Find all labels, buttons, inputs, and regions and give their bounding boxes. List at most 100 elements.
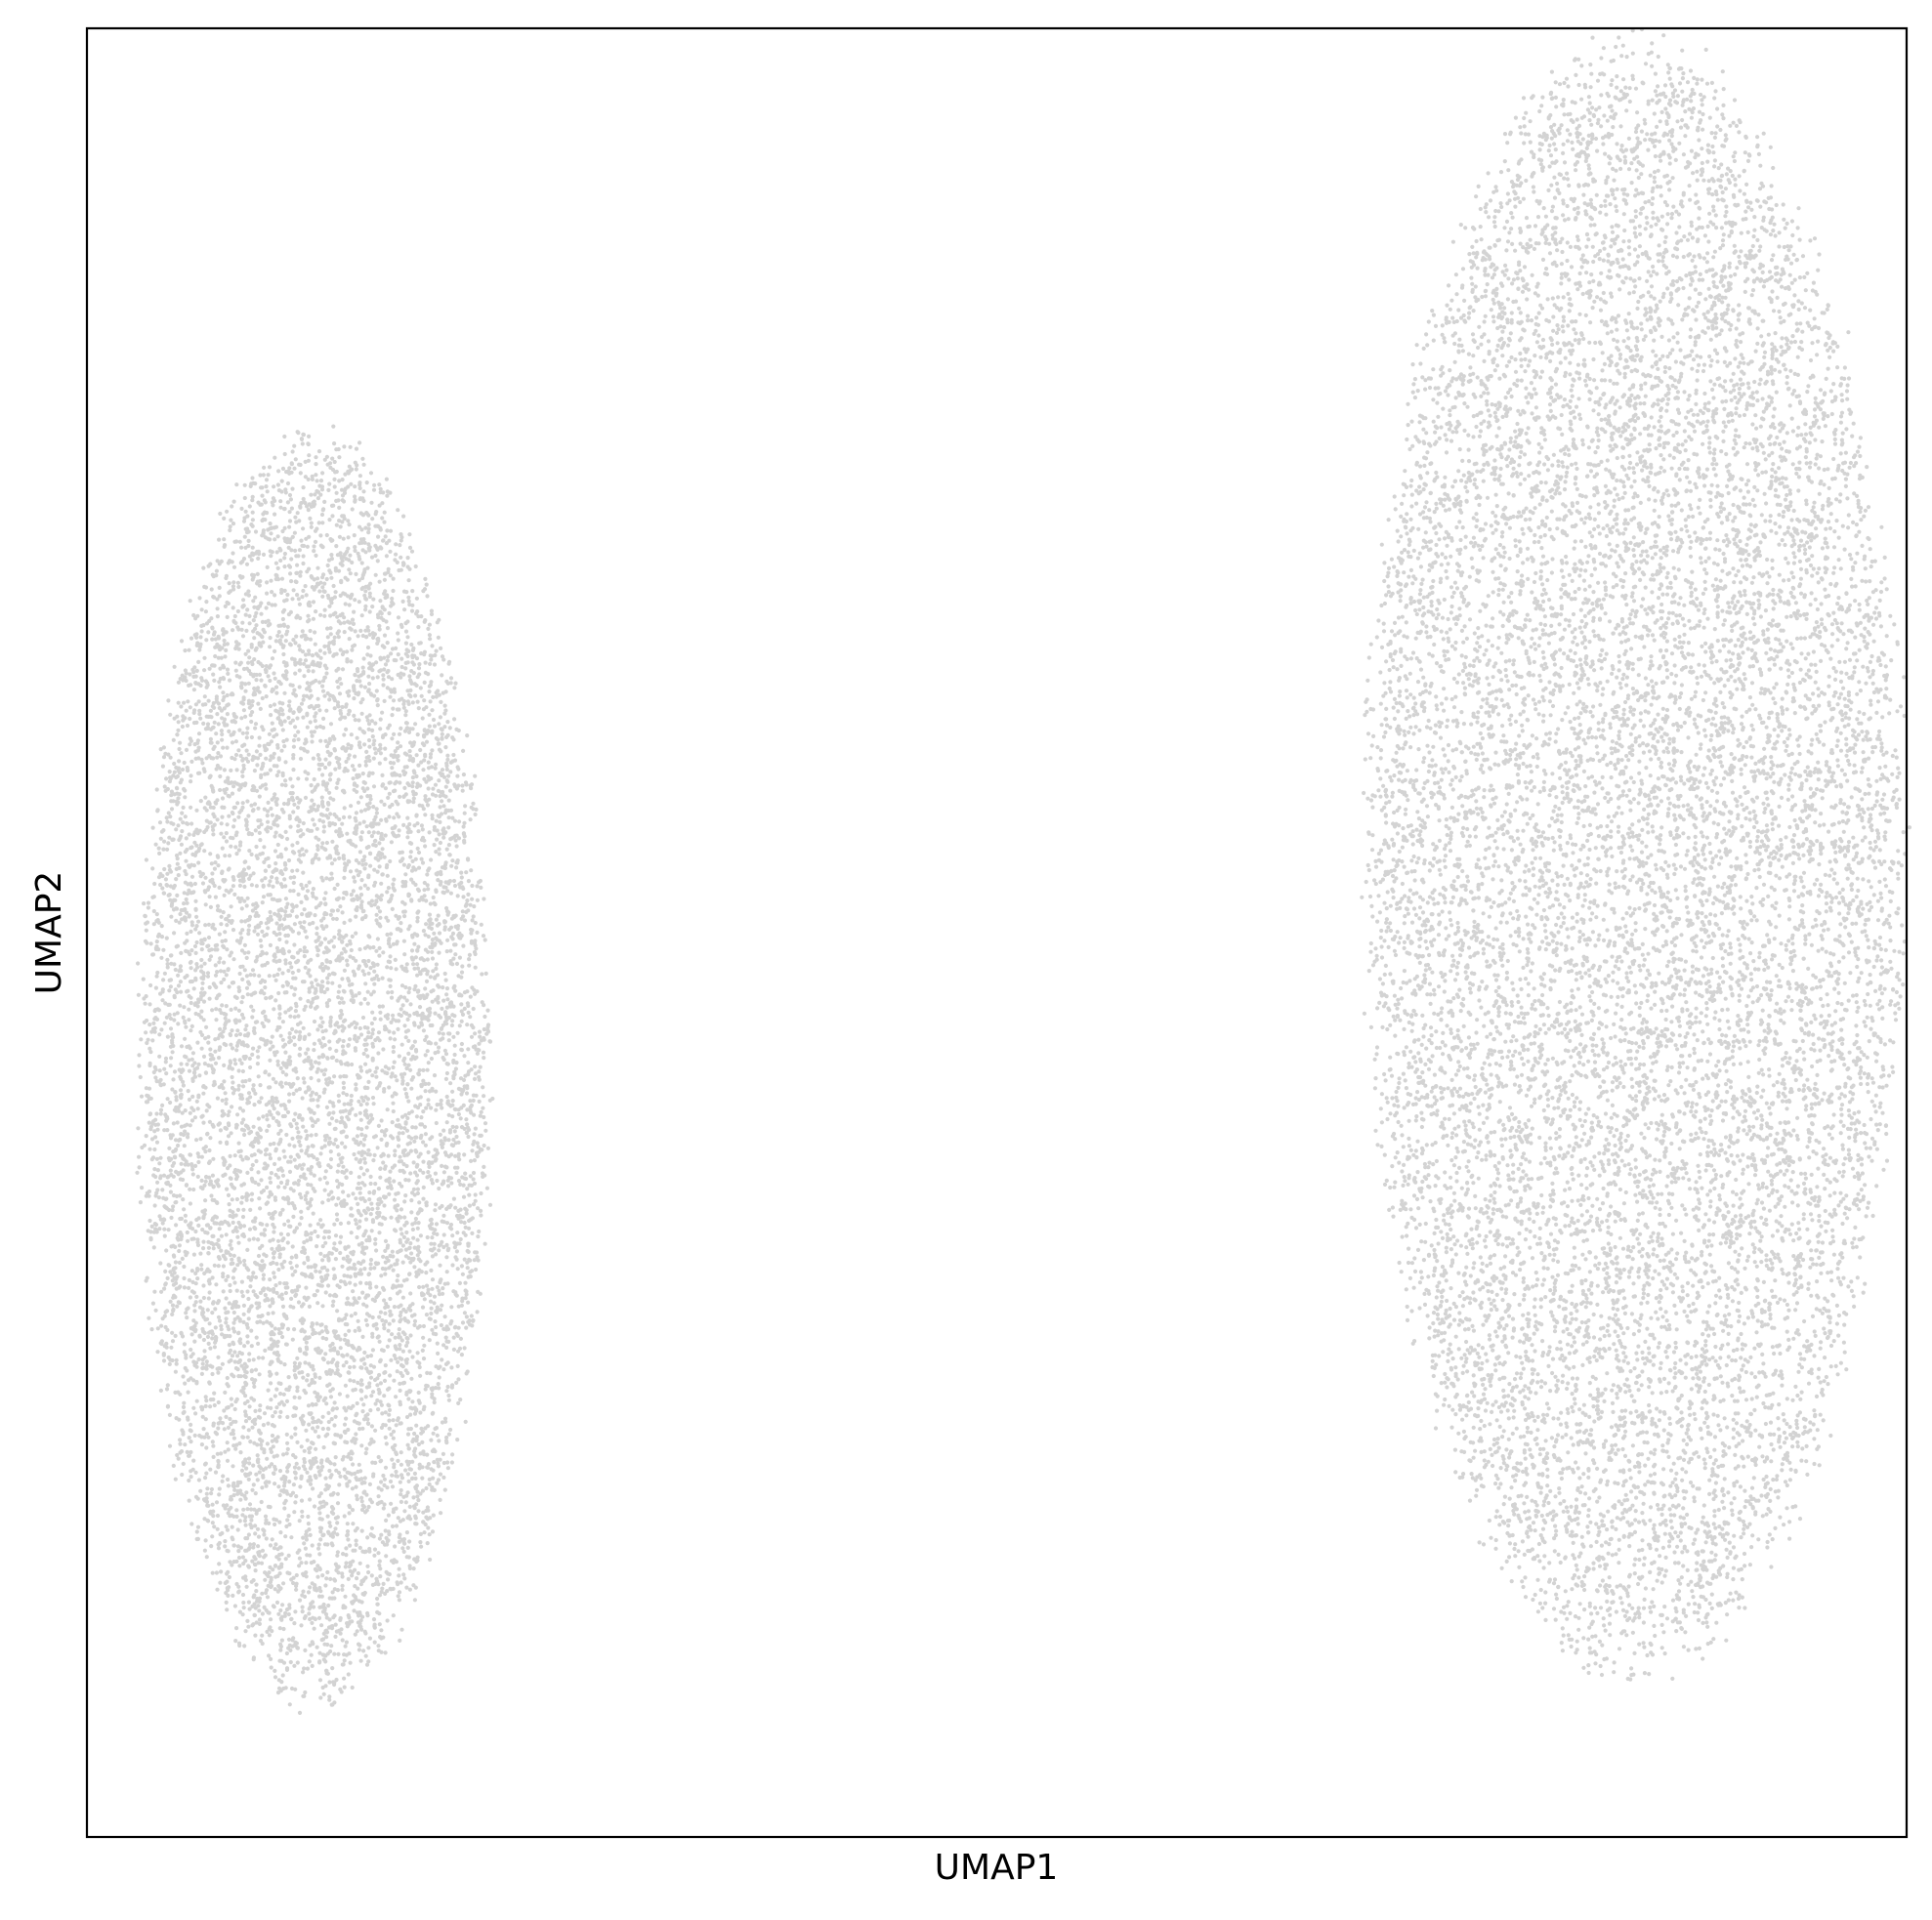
scatter-point	[203, 923, 208, 928]
scatter-point	[313, 630, 317, 635]
scatter-point	[174, 1416, 179, 1421]
scatter-point	[342, 968, 347, 973]
scatter-point	[273, 998, 278, 1003]
scatter-point	[314, 1269, 318, 1273]
scatter-point	[352, 1151, 357, 1157]
scatter-point	[246, 1624, 251, 1629]
scatter-point	[417, 1067, 422, 1072]
scatter-point	[472, 1158, 477, 1163]
scatter-point	[406, 595, 411, 600]
scatter-point	[440, 799, 444, 804]
scatter-point	[464, 1117, 469, 1122]
scatter-point	[325, 1383, 330, 1388]
scatter-point	[230, 1028, 234, 1033]
scatter-point	[232, 817, 237, 822]
scatter-point	[219, 1569, 224, 1574]
scatter-point	[369, 1021, 374, 1026]
scatter-point	[322, 581, 327, 586]
scatter-point	[411, 740, 417, 745]
scatter-point	[403, 713, 408, 718]
scatter-point	[288, 1059, 293, 1064]
scatter-point	[189, 1522, 194, 1526]
scatter-point	[280, 1304, 286, 1309]
scatter-point	[442, 1048, 447, 1053]
scatter-point	[301, 1589, 306, 1594]
scatter-point	[200, 986, 205, 991]
scatter-point	[296, 1178, 302, 1184]
scatter-point	[188, 1187, 192, 1191]
scatter-point	[336, 1163, 341, 1168]
scatter-point	[383, 534, 388, 539]
scatter-point	[230, 560, 234, 564]
scatter-point	[407, 1349, 412, 1354]
scatter-point	[232, 892, 237, 897]
scatter-point	[287, 1055, 292, 1060]
scatter-point	[321, 1072, 327, 1077]
scatter-point	[411, 1566, 416, 1571]
scatter-point	[359, 830, 364, 835]
scatter-point	[308, 1482, 314, 1486]
scatter-point	[169, 914, 174, 919]
scatter-point	[357, 763, 362, 769]
scatter-point	[347, 1328, 352, 1333]
scatter-point	[208, 1346, 213, 1351]
scatter-point	[357, 947, 362, 952]
scatter-point	[430, 1235, 435, 1240]
scatter-point	[303, 1614, 308, 1619]
scatter-point	[346, 712, 351, 717]
scatter-point	[301, 554, 306, 559]
scatter-point	[398, 1356, 402, 1360]
scatter-point	[293, 1111, 298, 1116]
scatter-point	[408, 1002, 413, 1007]
scatter-point	[214, 1007, 219, 1012]
scatter-point	[366, 1207, 371, 1212]
scatter-point	[184, 708, 189, 713]
scatter-point	[189, 1269, 194, 1273]
scatter-point	[357, 1186, 362, 1190]
scatter-point	[292, 1621, 297, 1626]
scatter-point	[397, 1598, 401, 1603]
scatter-point	[267, 974, 272, 979]
scatter-point	[239, 716, 244, 721]
scatter-point	[464, 1091, 470, 1096]
scatter-point	[303, 1648, 308, 1652]
scatter-point	[378, 897, 384, 902]
scatter-point	[250, 661, 255, 667]
scatter-point	[252, 1612, 257, 1617]
scatter-point	[340, 478, 345, 482]
scatter-point	[162, 971, 167, 976]
scatter-point	[370, 1095, 376, 1101]
scatter-point	[333, 1634, 338, 1639]
scatter-point	[262, 1252, 267, 1257]
scatter-point	[249, 1328, 254, 1333]
scatter-point	[317, 648, 322, 653]
scatter-point	[476, 1206, 481, 1211]
scatter-point	[325, 1426, 331, 1431]
scatter-point	[370, 1010, 375, 1015]
scatter-point	[302, 1240, 307, 1245]
scatter-point	[179, 1076, 184, 1081]
scatter-point	[433, 1449, 438, 1454]
scatter-point	[249, 1507, 254, 1512]
scatter-point	[314, 1459, 318, 1464]
scatter-point	[169, 793, 174, 798]
scatter-point	[409, 1198, 414, 1203]
scatter-point	[178, 911, 183, 917]
scatter-point	[366, 900, 371, 905]
scatter-point	[203, 609, 208, 614]
scatter-point	[434, 1120, 439, 1126]
scatter-point	[198, 1137, 203, 1142]
scatter-point	[351, 889, 356, 894]
scatter-point	[273, 1675, 278, 1680]
scatter-point	[340, 1141, 345, 1146]
scatter-point	[391, 1268, 396, 1273]
scatter-point	[426, 887, 431, 892]
scatter-point	[401, 1549, 406, 1554]
scatter-point	[366, 1148, 371, 1152]
scatter-point	[318, 1151, 323, 1156]
scatter-point	[418, 1373, 423, 1378]
scatter-point	[392, 1030, 397, 1035]
scatter-point	[464, 870, 469, 875]
scatter-point	[331, 944, 336, 949]
scatter-point	[217, 960, 222, 965]
